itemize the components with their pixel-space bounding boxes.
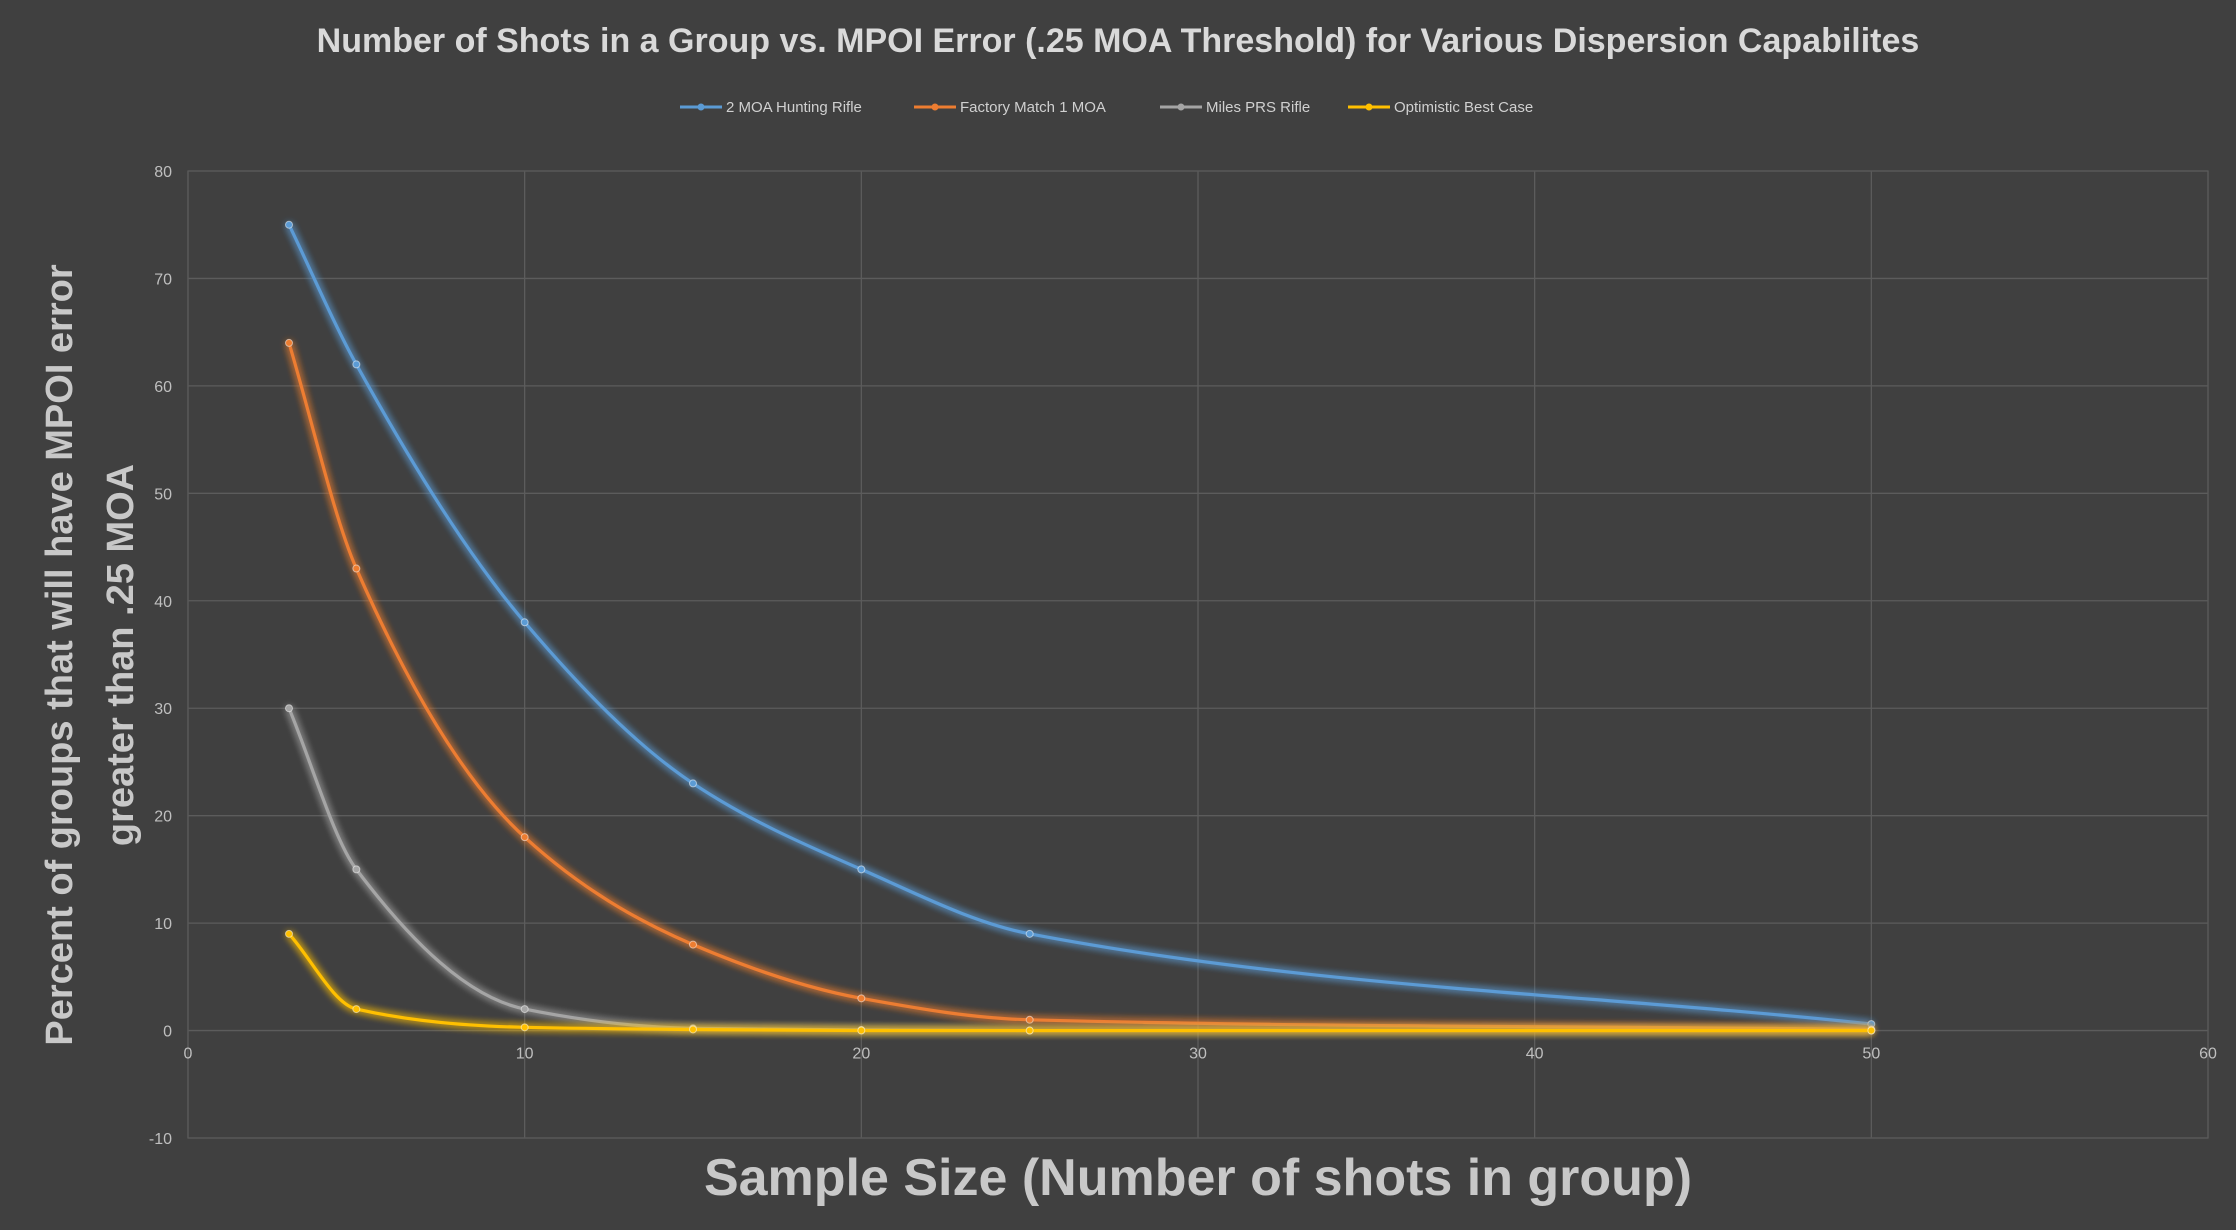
series-group xyxy=(285,220,1876,1035)
x-axis-title: Sample Size (Number of shots in group) xyxy=(704,1149,1692,1207)
gridlines xyxy=(187,170,2209,1139)
y-tick-label: 10 xyxy=(154,916,172,933)
data-point xyxy=(520,618,529,627)
x-tick-label: 20 xyxy=(852,1046,870,1063)
data-point xyxy=(520,1023,529,1032)
series-0 xyxy=(285,220,1876,1029)
series-line xyxy=(287,932,1873,1033)
y-axis-title-line-1: Percent of groups that will have MPOI er… xyxy=(39,264,81,1045)
x-tick-label: 0 xyxy=(184,1046,193,1063)
data-point xyxy=(1025,1026,1034,1035)
data-point xyxy=(689,940,697,949)
x-tick-label: 60 xyxy=(2199,1046,2217,1063)
legend-marker xyxy=(1177,103,1185,111)
x-tick-label: 50 xyxy=(1862,1046,1880,1063)
series-3 xyxy=(285,929,1876,1035)
y-tick-label: 40 xyxy=(154,594,172,611)
legend-label: Factory Match 1 MOA xyxy=(960,99,1106,116)
y-tick-label: 20 xyxy=(154,809,172,826)
data-point xyxy=(285,929,293,938)
plot-area xyxy=(187,170,2209,1139)
data-point xyxy=(520,833,529,842)
data-point xyxy=(352,564,361,573)
legend-label: Optimistic Best Case xyxy=(1394,99,1533,116)
y-tick-label: 70 xyxy=(154,271,172,288)
y-tick-label: 30 xyxy=(154,701,172,718)
y-tick-label: 0 xyxy=(163,1024,172,1041)
data-point xyxy=(1867,1026,1876,1035)
y-tick-label: -10 xyxy=(149,1131,172,1148)
x-tick-label: 10 xyxy=(516,1046,534,1063)
data-point xyxy=(285,704,293,713)
data-point xyxy=(285,338,293,347)
chart-title: Number of Shots in a Group vs. MPOI Erro… xyxy=(317,22,1920,60)
series-line xyxy=(287,223,1873,1026)
data-point xyxy=(352,865,361,874)
legend-label: Miles PRS Rifle xyxy=(1206,99,1310,116)
legend-marker xyxy=(697,103,705,111)
data-point xyxy=(1025,1015,1034,1024)
data-point xyxy=(689,779,697,788)
legend: 2 MOA Hunting Rifle Factory Match 1 MOA Mi… xyxy=(680,99,1533,116)
y-axis-ticks: -10 0 10 20 30 40 50 60 70 80 xyxy=(149,164,172,1148)
series-line xyxy=(287,341,1873,1032)
data-point xyxy=(1025,929,1034,938)
data-point xyxy=(689,1025,697,1034)
series-line xyxy=(287,706,1873,1033)
data-point xyxy=(352,1005,361,1014)
y-tick-label: 50 xyxy=(154,486,172,503)
data-point xyxy=(857,865,866,874)
y-axis-title-line-2: greater than .25 MOA xyxy=(100,464,142,846)
series-2 xyxy=(285,704,1876,1035)
y-tick-label: 60 xyxy=(154,379,172,396)
y-tick-label: 80 xyxy=(154,164,172,181)
data-point xyxy=(857,1026,866,1035)
data-point xyxy=(520,1005,529,1014)
legend-marker xyxy=(1365,103,1373,111)
x-tick-label: 30 xyxy=(1189,1046,1207,1063)
x-axis-ticks: 0 10 20 30 40 50 60 xyxy=(184,1046,2217,1063)
data-point xyxy=(285,220,293,229)
series-1 xyxy=(285,338,1876,1034)
data-point xyxy=(857,994,866,1003)
legend-label: 2 MOA Hunting Rifle xyxy=(726,99,862,116)
data-point xyxy=(352,360,361,369)
legend-marker xyxy=(931,103,939,111)
x-tick-label: 40 xyxy=(1526,1046,1544,1063)
